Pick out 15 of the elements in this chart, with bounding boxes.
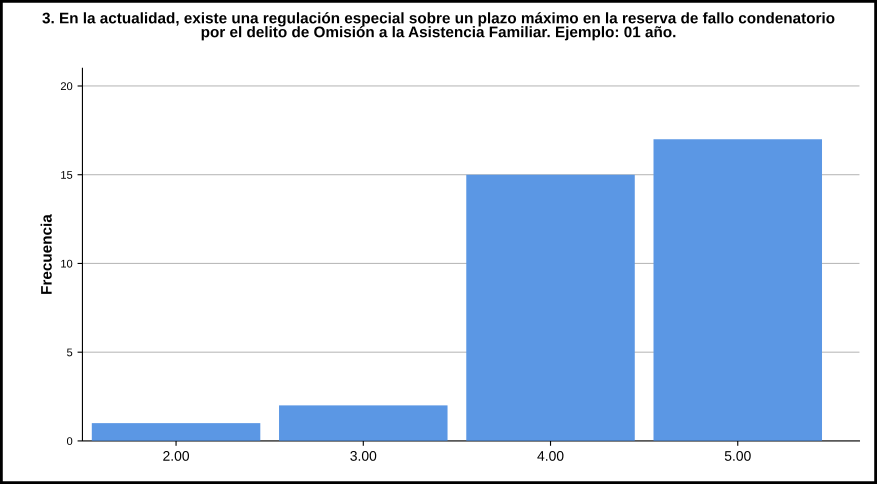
y-tick-label: 10 [61,260,72,268]
bar [279,405,448,441]
y-axis-title: Frecuencia [40,214,52,294]
x-tick-label: 5.00 [724,451,751,461]
y-tick-label: 5 [66,348,72,356]
y-tick-label: 20 [60,82,72,90]
y-tick-label: 0 [66,437,72,446]
chart-title: 3. En la actualidad, existe una regulación especial sobre un plazo máximo en la reserva de fallo condenatorio por el delito de Omisión a la Asistencia Familiar. Ejemplo: 01 año. [42,12,834,40]
bar [654,139,822,441]
bar [466,174,635,441]
x-tick-label: 2.00 [163,451,190,461]
bar [92,423,260,441]
x-tick-label: 4.00 [537,451,564,461]
x-tick-label: 3.00 [350,451,376,461]
y-tick-label: 15 [61,171,72,179]
